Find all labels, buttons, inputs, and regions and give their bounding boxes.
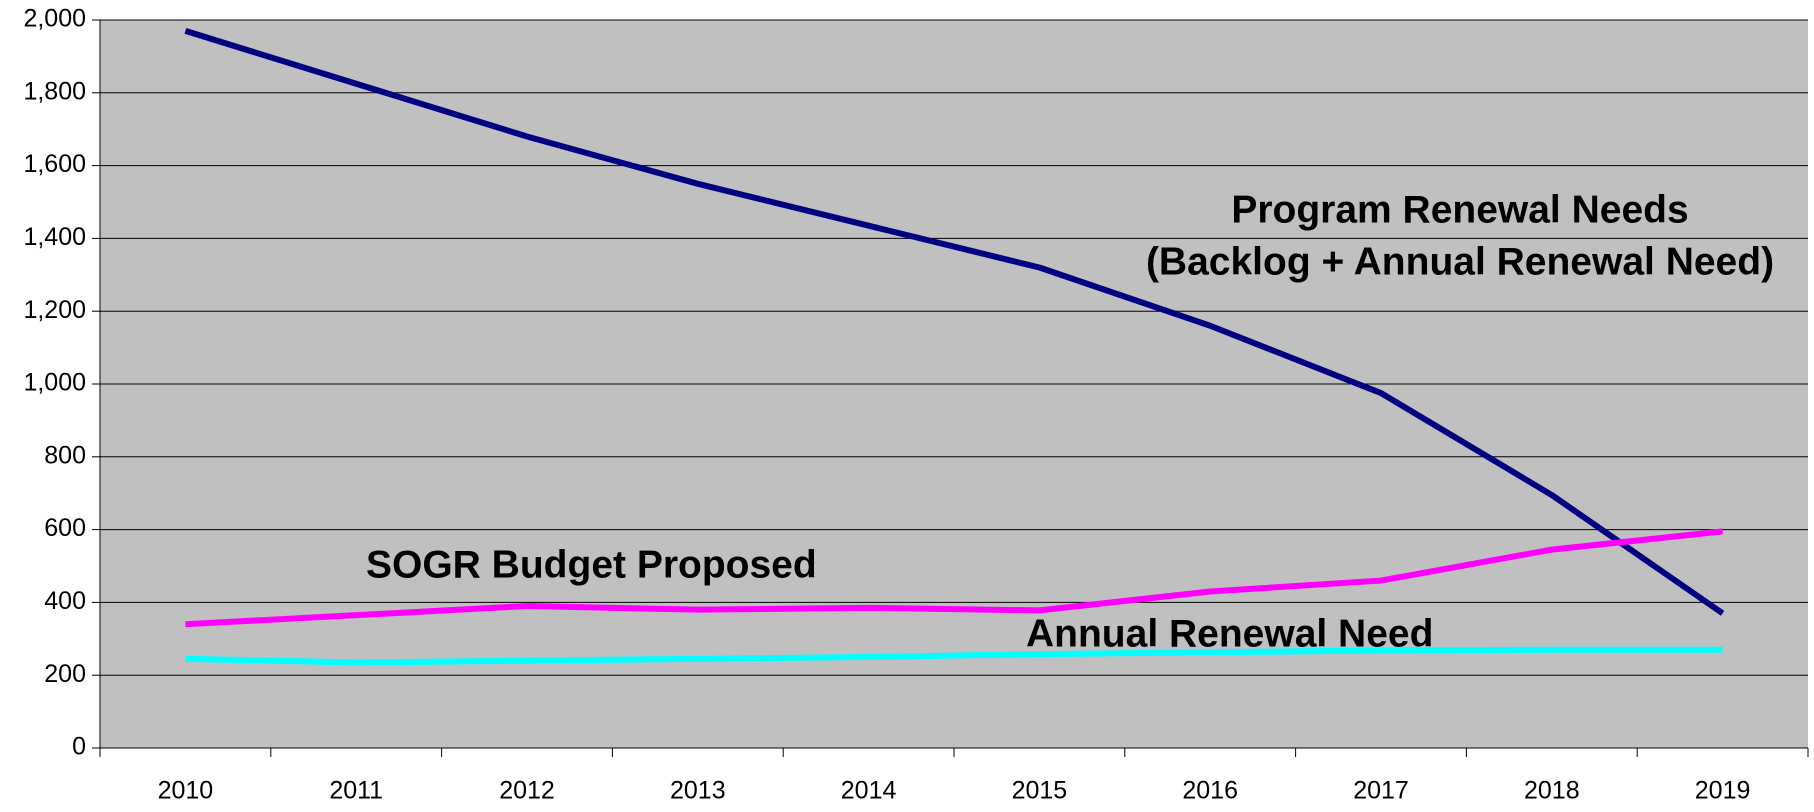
x-tick-label: 2015: [1012, 777, 1068, 805]
y-tick-label: 0: [72, 733, 86, 761]
y-tick-label: 1,000: [23, 369, 86, 397]
series-line: [185, 528, 1723, 628]
x-tick-label: 2011: [329, 777, 383, 805]
annotation: (Backlog + Annual Renewal Need): [1146, 240, 1774, 283]
x-tick-label: 2018: [1524, 777, 1580, 805]
series-line: [184, 28, 1725, 616]
x-tick-label: 2014: [841, 777, 897, 805]
y-tick-label: 1,200: [23, 296, 86, 324]
y-tick-label: 800: [44, 441, 86, 469]
series-label: Program Renewal Needs: [1231, 188, 1688, 231]
y-tick-label: 1,400: [23, 223, 86, 251]
x-tick-label: 2012: [499, 777, 555, 805]
y-tick-label: 600: [44, 514, 86, 542]
series-label: SOGR Budget Proposed: [366, 543, 817, 586]
x-tick-label: 2017: [1353, 777, 1409, 805]
x-tick-label: 2019: [1695, 777, 1751, 805]
y-tick-label: 400: [44, 587, 86, 615]
x-tick-label: 2016: [1182, 777, 1238, 805]
y-tick-label: 1,800: [23, 77, 86, 105]
x-tick-label: 2010: [158, 777, 214, 805]
y-tick-label: 1,600: [23, 150, 86, 178]
x-tick-label: 2013: [670, 777, 726, 805]
y-tick-label: 200: [44, 660, 86, 688]
series-label: Annual Renewal Need: [1026, 612, 1433, 655]
series-line: [185, 646, 1723, 666]
y-tick-label: 2,000: [23, 5, 86, 33]
